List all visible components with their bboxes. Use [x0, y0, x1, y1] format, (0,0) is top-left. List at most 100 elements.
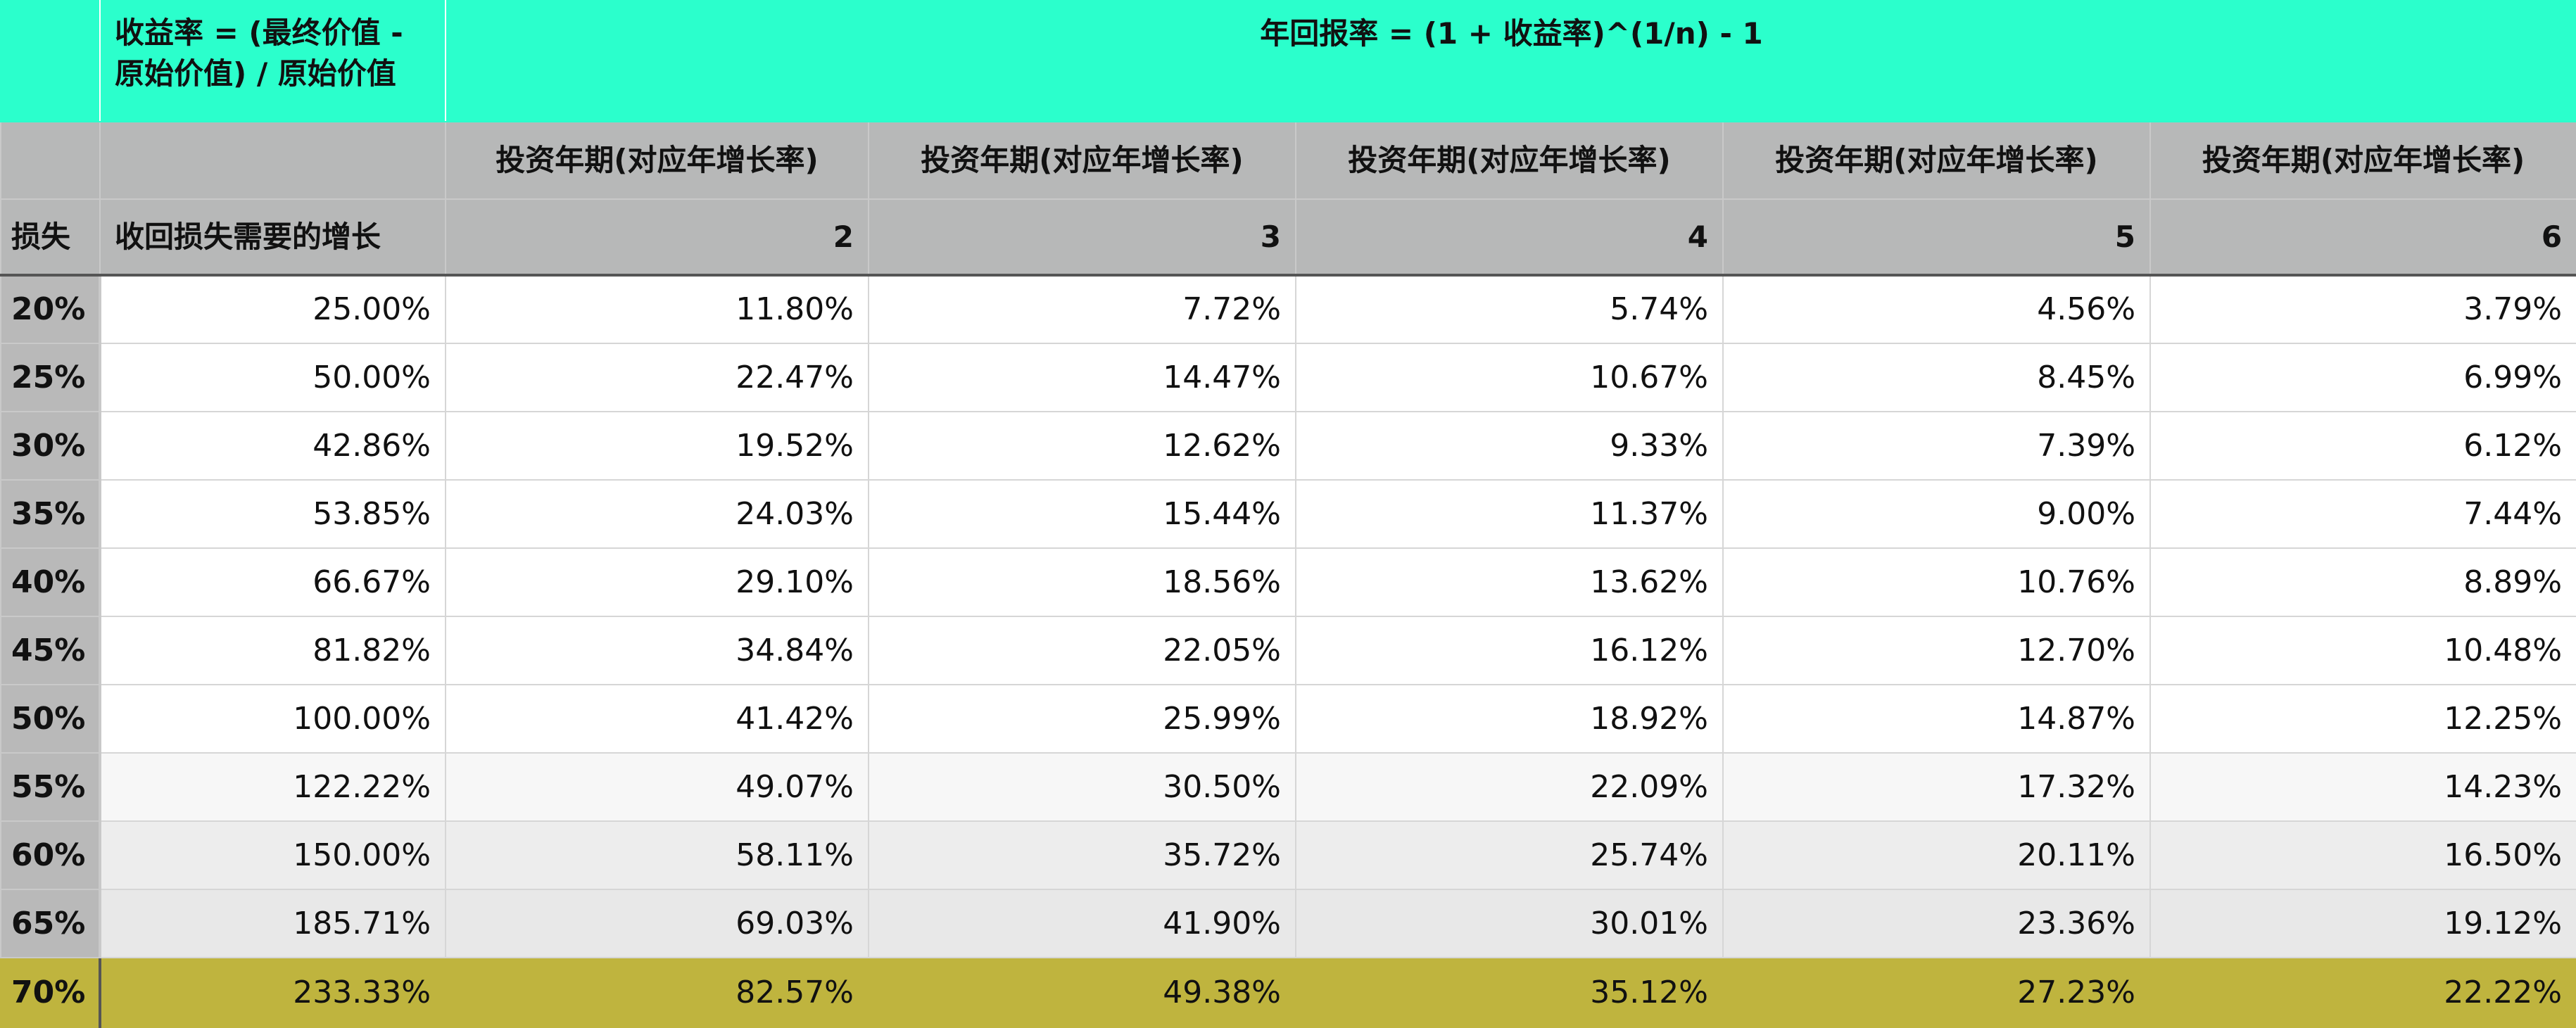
year-header-cell[interactable]: 3: [868, 198, 1296, 277]
annual-return-cell[interactable]: 69.03%: [445, 889, 869, 958]
annual-return-cell[interactable]: 14.87%: [1722, 684, 2151, 754]
annual-return-cell[interactable]: 58.11%: [445, 820, 869, 890]
table-row: 50% 100.00% 41.42% 25.99% 18.92% 14.87% …: [0, 684, 2576, 754]
annual-return-cell[interactable]: 9.00%: [1722, 479, 2151, 549]
year-header-cell[interactable]: 5: [1722, 198, 2151, 277]
annual-return-cell[interactable]: 22.05%: [868, 616, 1296, 685]
annual-return-cell[interactable]: 7.72%: [868, 274, 1296, 344]
annual-return-cell[interactable]: 49.07%: [445, 752, 869, 822]
header-corner-cell[interactable]: [0, 121, 101, 200]
period-header-cell[interactable]: 投资年期(对应年增长率): [445, 121, 869, 200]
annual-return-cell[interactable]: 11.37%: [1295, 479, 1724, 549]
annual-return-cell[interactable]: 12.25%: [2149, 684, 2576, 754]
header-blank-cell[interactable]: [99, 121, 446, 200]
period-header-cell[interactable]: 投资年期(对应年增长率): [1295, 121, 1724, 200]
recovery-cell[interactable]: 122.22%: [99, 752, 446, 822]
annual-return-cell[interactable]: 10.76%: [1722, 547, 2151, 617]
recovery-cell[interactable]: 25.00%: [99, 274, 446, 344]
annual-return-cell[interactable]: 10.48%: [2149, 616, 2576, 685]
annual-return-cell[interactable]: 9.33%: [1295, 411, 1724, 481]
annual-return-cell[interactable]: 19.52%: [445, 411, 869, 481]
annual-return-cell[interactable]: 10.67%: [1295, 343, 1724, 412]
annual-return-cell[interactable]: 6.12%: [2149, 411, 2576, 481]
annual-return-cell[interactable]: 20.11%: [1722, 820, 2151, 890]
annual-return-cell[interactable]: 25.99%: [868, 684, 1296, 754]
loss-cell[interactable]: 70%: [0, 957, 101, 1028]
recovery-cell[interactable]: 66.67%: [99, 547, 446, 617]
annual-return-cell[interactable]: 29.10%: [445, 547, 869, 617]
loss-cell[interactable]: 60%: [0, 820, 101, 890]
annual-return-cell[interactable]: 3.79%: [2149, 274, 2576, 344]
annual-return-cell[interactable]: 23.36%: [1722, 889, 2151, 958]
annual-return-cell[interactable]: 14.23%: [2149, 752, 2576, 822]
annual-return-cell[interactable]: 30.50%: [868, 752, 1296, 822]
annual-return-cell[interactable]: 25.74%: [1295, 820, 1724, 890]
annual-return-cell[interactable]: 41.90%: [868, 889, 1296, 958]
formula-corner-cell[interactable]: [0, 0, 101, 122]
table-row: 60% 150.00% 58.11% 35.72% 25.74% 20.11% …: [0, 820, 2576, 890]
annual-return-cell[interactable]: 34.84%: [445, 616, 869, 685]
annual-return-cell[interactable]: 15.44%: [868, 479, 1296, 549]
annual-return-cell[interactable]: 8.89%: [2149, 547, 2576, 617]
annual-return-cell[interactable]: 19.12%: [2149, 889, 2576, 958]
period-header-cell[interactable]: 投资年期(对应年增长率): [868, 121, 1296, 200]
recovery-cell[interactable]: 100.00%: [99, 684, 446, 754]
annual-return-cell[interactable]: 82.57%: [445, 957, 869, 1028]
annual-return-cell[interactable]: 30.01%: [1295, 889, 1724, 958]
annual-return-cell[interactable]: 49.38%: [868, 957, 1296, 1028]
annual-return-cell[interactable]: 41.42%: [445, 684, 869, 754]
loss-cell[interactable]: 55%: [0, 752, 101, 822]
annual-return-cell[interactable]: 5.74%: [1295, 274, 1724, 344]
recovery-cell[interactable]: 53.85%: [99, 479, 446, 549]
loss-cell[interactable]: 20%: [0, 274, 101, 344]
recovery-cell[interactable]: 185.71%: [99, 889, 446, 958]
annual-return-cell[interactable]: 16.12%: [1295, 616, 1724, 685]
year-header-cell[interactable]: 6: [2149, 198, 2576, 277]
loss-cell[interactable]: 50%: [0, 684, 101, 754]
loss-cell[interactable]: 30%: [0, 411, 101, 481]
loss-column-header[interactable]: 损失: [0, 198, 101, 277]
loss-cell[interactable]: 45%: [0, 616, 101, 685]
annual-return-cell[interactable]: 13.62%: [1295, 547, 1724, 617]
loss-cell[interactable]: 35%: [0, 479, 101, 549]
annual-return-formula-cell[interactable]: 年回报率 = (1 + 收益率)^(1/n) - 1: [444, 0, 2576, 122]
annual-return-cell[interactable]: 6.99%: [2149, 343, 2576, 412]
recovery-cell[interactable]: 150.00%: [99, 820, 446, 890]
annual-return-cell[interactable]: 17.32%: [1722, 752, 2151, 822]
year-header-cell[interactable]: 4: [1295, 198, 1724, 277]
recovery-cell[interactable]: 81.82%: [99, 616, 446, 685]
loss-cell[interactable]: 40%: [0, 547, 101, 617]
annual-return-cell[interactable]: 18.56%: [868, 547, 1296, 617]
annual-return-cell[interactable]: 14.47%: [868, 343, 1296, 412]
table-row: 40% 66.67% 29.10% 18.56% 13.62% 10.76% 8…: [0, 547, 2576, 617]
annual-return-cell[interactable]: 35.12%: [1295, 957, 1724, 1028]
annual-return-cell[interactable]: 22.47%: [445, 343, 869, 412]
annual-return-cell[interactable]: 7.44%: [2149, 479, 2576, 549]
annual-return-cell[interactable]: 11.80%: [445, 274, 869, 344]
annual-return-cell[interactable]: 4.56%: [1722, 274, 2151, 344]
table-row: 45% 81.82% 34.84% 22.05% 16.12% 12.70% 1…: [0, 616, 2576, 685]
recovery-cell[interactable]: 233.33%: [99, 957, 446, 1028]
table-row: 30% 42.86% 19.52% 12.62% 9.33% 7.39% 6.1…: [0, 411, 2576, 481]
recovery-column-header[interactable]: 收回损失需要的增长: [99, 198, 446, 277]
annual-return-cell[interactable]: 12.70%: [1722, 616, 2151, 685]
year-header-cell[interactable]: 2: [445, 198, 869, 277]
annual-return-cell[interactable]: 24.03%: [445, 479, 869, 549]
table-row: 20% 25.00% 11.80% 7.72% 5.74% 4.56% 3.79…: [0, 274, 2576, 344]
annual-return-cell[interactable]: 16.50%: [2149, 820, 2576, 890]
annual-return-cell[interactable]: 35.72%: [868, 820, 1296, 890]
annual-return-cell[interactable]: 22.09%: [1295, 752, 1724, 822]
loss-cell[interactable]: 25%: [0, 343, 101, 412]
annual-return-cell[interactable]: 7.39%: [1722, 411, 2151, 481]
annual-return-cell[interactable]: 8.45%: [1722, 343, 2151, 412]
recovery-cell[interactable]: 42.86%: [99, 411, 446, 481]
yield-formula-cell[interactable]: 收益率 = (最终价值 - 原始价值) / 原始价值: [99, 0, 446, 122]
annual-return-cell[interactable]: 22.22%: [2149, 957, 2576, 1028]
annual-return-cell[interactable]: 18.92%: [1295, 684, 1724, 754]
loss-cell[interactable]: 65%: [0, 889, 101, 958]
annual-return-cell[interactable]: 12.62%: [868, 411, 1296, 481]
annual-return-cell[interactable]: 27.23%: [1722, 957, 2151, 1028]
period-header-cell[interactable]: 投资年期(对应年增长率): [2149, 121, 2576, 200]
period-header-cell[interactable]: 投资年期(对应年增长率): [1722, 121, 2151, 200]
recovery-cell[interactable]: 50.00%: [99, 343, 446, 412]
